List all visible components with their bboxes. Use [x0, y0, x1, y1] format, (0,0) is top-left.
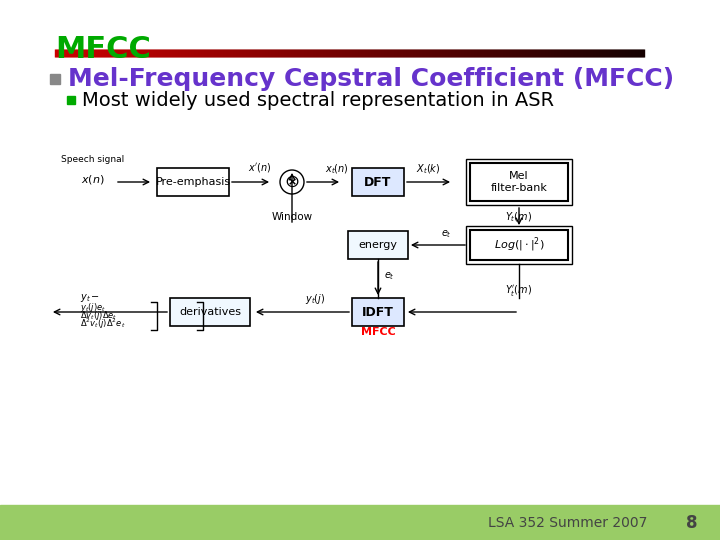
- Text: $\Delta v_t(j)\Delta e_t$: $\Delta v_t(j)\Delta e_t$: [80, 309, 117, 322]
- Text: Pre-emphasis: Pre-emphasis: [156, 177, 230, 187]
- Text: $x(n)$: $x(n)$: [81, 173, 105, 186]
- Text: MFCC: MFCC: [55, 35, 151, 64]
- Text: Window: Window: [271, 212, 312, 222]
- FancyBboxPatch shape: [352, 298, 404, 326]
- Text: derivatives: derivatives: [179, 307, 241, 317]
- Text: energy: energy: [359, 240, 397, 250]
- Bar: [67, 96, 75, 104]
- Text: $y_t(j)e_t$: $y_t(j)e_t$: [80, 301, 107, 314]
- Bar: [0, 505, 720, 540]
- Text: $e_t$: $e_t$: [441, 228, 451, 240]
- Text: $e_t$: $e_t$: [384, 271, 395, 282]
- Text: $\Delta^2 v_t(j)\Delta^2 e_t$: $\Delta^2 v_t(j)\Delta^2 e_t$: [80, 317, 125, 331]
- Text: $x'(n)$: $x'(n)$: [248, 161, 271, 174]
- FancyBboxPatch shape: [470, 230, 568, 260]
- Text: $y_t(j)$: $y_t(j)$: [305, 292, 325, 306]
- Text: IDFT: IDFT: [362, 306, 394, 319]
- Text: Most widely used spectral representation in ASR: Most widely used spectral representation…: [82, 91, 554, 110]
- Text: $Y_t(m)$: $Y_t(m)$: [505, 210, 533, 224]
- Text: MFCC: MFCC: [361, 327, 395, 337]
- FancyBboxPatch shape: [470, 163, 568, 201]
- FancyBboxPatch shape: [348, 231, 408, 259]
- FancyBboxPatch shape: [466, 226, 572, 264]
- Text: Mel
filter-bank: Mel filter-bank: [490, 171, 547, 193]
- Text: 8: 8: [686, 514, 698, 532]
- Text: $Log(|\cdot|^2)$: $Log(|\cdot|^2)$: [494, 235, 544, 254]
- Text: $y_t -$: $y_t -$: [80, 292, 100, 304]
- FancyBboxPatch shape: [170, 298, 250, 326]
- Text: $Y_t'(m)$: $Y_t'(m)$: [505, 282, 533, 298]
- Text: DFT: DFT: [364, 176, 392, 188]
- Text: LSA 352 Summer 2007: LSA 352 Summer 2007: [488, 516, 647, 530]
- Bar: [50, 74, 60, 84]
- FancyBboxPatch shape: [466, 159, 572, 205]
- FancyBboxPatch shape: [157, 168, 229, 196]
- Text: $x_t(n)$: $x_t(n)$: [325, 162, 349, 176]
- Text: Mel-Frequency Cepstral Coefficient (MFCC): Mel-Frequency Cepstral Coefficient (MFCC…: [68, 67, 674, 91]
- Text: $X_t(k)$: $X_t(k)$: [415, 162, 440, 176]
- FancyBboxPatch shape: [352, 168, 404, 196]
- Text: Speech signal: Speech signal: [61, 156, 125, 165]
- Text: $\otimes$: $\otimes$: [284, 173, 300, 191]
